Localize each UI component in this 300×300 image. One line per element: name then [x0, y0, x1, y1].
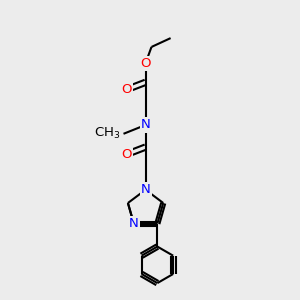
Text: N: N	[141, 183, 151, 196]
Text: CH$_3$: CH$_3$	[94, 126, 120, 141]
Text: O: O	[121, 148, 132, 161]
Text: N: N	[141, 118, 151, 131]
Text: N: N	[129, 217, 139, 230]
Text: O: O	[140, 57, 151, 70]
Text: O: O	[121, 83, 132, 96]
